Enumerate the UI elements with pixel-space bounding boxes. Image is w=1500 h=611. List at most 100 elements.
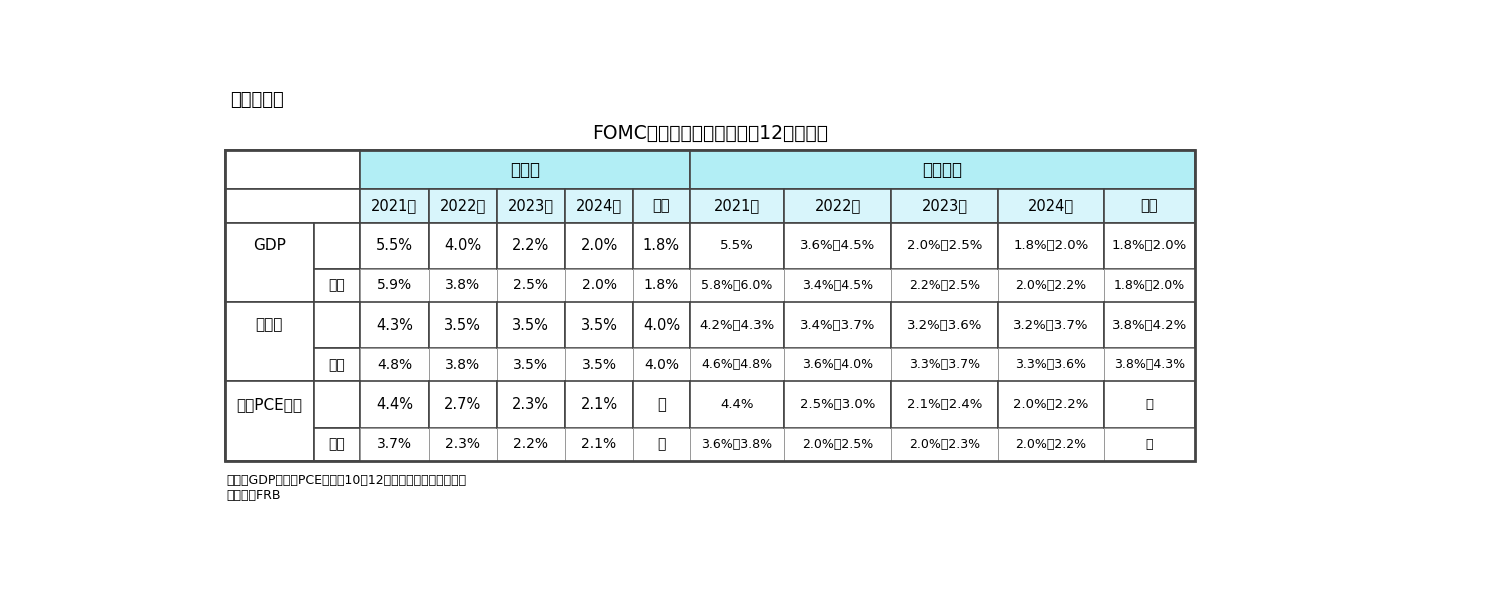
Text: 1.8%－2.0%: 1.8%－2.0% [1112, 240, 1186, 252]
Text: 4.2%－4.3%: 4.2%－4.3% [699, 318, 774, 332]
Bar [633, 381, 690, 428]
Bar [314, 302, 360, 348]
Bar [360, 150, 690, 189]
Text: 前回: 前回 [328, 279, 345, 293]
Text: 2.0%－2.2%: 2.0%－2.2% [1013, 398, 1089, 411]
Bar [225, 302, 314, 381]
Bar [1104, 302, 1196, 348]
Text: 3.4%－3.7%: 3.4%－3.7% [800, 318, 876, 332]
Text: 中心傾向: 中心傾向 [922, 161, 963, 178]
Text: 2.0%－2.2%: 2.0%－2.2% [1016, 279, 1086, 292]
Bar [633, 428, 690, 461]
Bar [360, 428, 429, 461]
Bar [998, 381, 1104, 428]
Text: 1.8%: 1.8% [644, 279, 680, 293]
Bar [1104, 269, 1196, 302]
Bar [496, 381, 566, 428]
Text: 3.5%: 3.5% [513, 358, 549, 371]
Text: 2.0%－2.2%: 2.0%－2.2% [1016, 437, 1086, 450]
Text: 3.6%－4.0%: 3.6%－4.0% [802, 358, 873, 371]
Bar [690, 150, 1196, 189]
Text: 中央値: 中央値 [510, 161, 540, 178]
Bar [496, 428, 566, 461]
Bar [998, 348, 1104, 381]
Text: 4.4%: 4.4% [376, 397, 412, 412]
Bar [360, 381, 429, 428]
Text: 2.0%－2.3%: 2.0%－2.3% [909, 437, 980, 450]
Text: 3.8%: 3.8% [446, 279, 480, 293]
Text: 2.5%－3.0%: 2.5%－3.0% [800, 398, 876, 411]
Text: 2.0%: 2.0% [580, 238, 618, 254]
Bar [429, 348, 496, 381]
Bar [496, 222, 566, 269]
Text: 1.8%－2.0%: 1.8%－2.0% [1113, 279, 1185, 292]
Text: 2.2%: 2.2% [512, 238, 549, 254]
Text: 4.0%: 4.0% [444, 238, 482, 254]
Bar [784, 189, 891, 222]
Text: 長期: 長期 [652, 198, 670, 213]
Text: 5.8%－6.0%: 5.8%－6.0% [702, 279, 772, 292]
Text: 3.8%: 3.8% [446, 358, 480, 371]
Bar [360, 189, 429, 222]
Bar [566, 428, 633, 461]
Bar [566, 302, 633, 348]
Bar [891, 428, 998, 461]
Bar [566, 222, 633, 269]
Text: 2023年: 2023年 [509, 198, 554, 213]
Text: 4.6%－4.8%: 4.6%－4.8% [702, 358, 772, 371]
Text: 3.2%－3.6%: 3.2%－3.6% [908, 318, 983, 332]
Bar [496, 269, 566, 302]
Bar [314, 269, 360, 302]
Text: 2.1%: 2.1% [580, 397, 618, 412]
Bar [429, 428, 496, 461]
Bar [496, 348, 566, 381]
Text: 長期: 長期 [1140, 198, 1158, 213]
Text: 3.4%－4.5%: 3.4%－4.5% [802, 279, 873, 292]
Bar [784, 222, 891, 269]
Bar [891, 189, 998, 222]
Bar [429, 381, 496, 428]
Text: FOMC参加者の経済見通し（12月会合）: FOMC参加者の経済見通し（12月会合） [592, 124, 828, 143]
Bar [998, 269, 1104, 302]
Text: 5.5%: 5.5% [720, 240, 754, 252]
Text: 3.7%: 3.7% [376, 437, 412, 451]
Text: 2.1%－2.4%: 2.1%－2.4% [908, 398, 983, 411]
Text: 4.0%: 4.0% [644, 318, 680, 332]
Text: 3.5%: 3.5% [444, 318, 482, 332]
Text: －: － [1146, 437, 1154, 450]
Bar [998, 189, 1104, 222]
Bar [1104, 428, 1196, 461]
Bar [360, 222, 429, 269]
Bar [690, 302, 784, 348]
Text: （資料）FRB: （資料）FRB [226, 489, 280, 502]
Bar [1104, 222, 1196, 269]
Text: 1.8%: 1.8% [644, 238, 680, 254]
Bar [784, 428, 891, 461]
Bar [1104, 381, 1196, 428]
Bar [225, 150, 360, 189]
Bar [225, 381, 314, 461]
Bar [690, 269, 784, 302]
Text: 3.6%－4.5%: 3.6%－4.5% [800, 240, 876, 252]
Bar [998, 428, 1104, 461]
Bar [429, 302, 496, 348]
Bar [496, 189, 566, 222]
Text: 1.8%－2.0%: 1.8%－2.0% [1013, 240, 1089, 252]
Text: 5.5%: 5.5% [376, 238, 412, 254]
Bar [633, 222, 690, 269]
Bar [891, 302, 998, 348]
Bar [225, 150, 1196, 461]
Text: （注）GDPとコアPCE価格は10－12月期の前年同期比伸び率: （注）GDPとコアPCE価格は10－12月期の前年同期比伸び率 [226, 475, 466, 488]
Text: －: － [1146, 398, 1154, 411]
Bar [1104, 189, 1196, 222]
Text: 2023年: 2023年 [921, 198, 968, 213]
Bar [998, 222, 1104, 269]
Text: 4.4%: 4.4% [720, 398, 753, 411]
Text: 3.3%－3.6%: 3.3%－3.6% [1016, 358, 1086, 371]
Bar [1104, 348, 1196, 381]
Text: 前回: 前回 [328, 437, 345, 451]
Text: 3.3%－3.7%: 3.3%－3.7% [909, 358, 980, 371]
Text: 失業率: 失業率 [255, 318, 284, 332]
Text: －: － [657, 397, 666, 412]
Bar [891, 348, 998, 381]
